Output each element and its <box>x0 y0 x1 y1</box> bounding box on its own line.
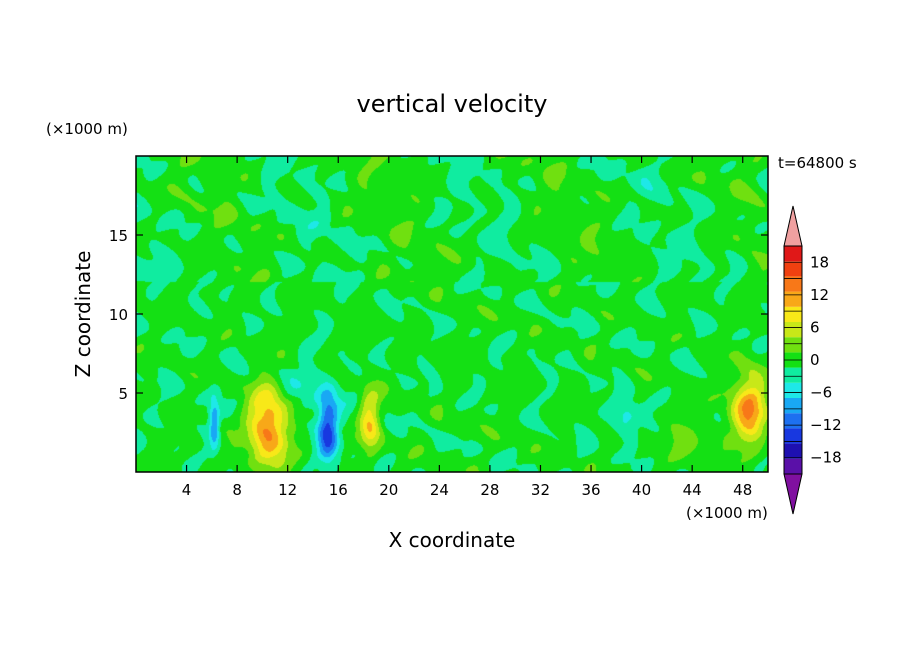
colorbar-segment <box>784 276 802 292</box>
x-axis-label: X coordinate <box>389 528 516 552</box>
colorbar-segment <box>784 337 802 353</box>
colorbar-segment <box>784 413 802 429</box>
colorbar-segment <box>784 261 802 277</box>
colorbar-tick-label: 0 <box>810 351 820 369</box>
colorbar-tick-label: −6 <box>810 384 832 402</box>
colorbar-under-arrow <box>783 473 803 515</box>
x-tick-label: 24 <box>430 481 449 499</box>
colorbar-segment <box>784 382 802 398</box>
x-tick-label: 44 <box>683 481 702 499</box>
y-tick-label: 5 <box>118 385 128 403</box>
colorbar-segment <box>784 398 802 414</box>
colorbar-segment <box>784 443 802 459</box>
velocity-field-image <box>136 156 768 472</box>
x-axis-unit: (×1000 m) <box>686 504 768 522</box>
colorbar-segment <box>784 246 802 262</box>
colorbar-over-arrow <box>783 205 803 247</box>
x-tick-label: 48 <box>733 481 752 499</box>
colorbar-segment <box>784 428 802 444</box>
y-tick-label: 10 <box>109 306 128 324</box>
x-tick-label: 8 <box>232 481 242 499</box>
chart-title: vertical velocity <box>357 90 548 118</box>
colorbar-segment <box>784 458 802 474</box>
x-tick-label: 16 <box>329 481 348 499</box>
x-tick-label: 12 <box>278 481 297 499</box>
colorbar-tick-label: 18 <box>810 253 829 271</box>
x-tick-label: 20 <box>379 481 398 499</box>
colorbar-segment <box>784 322 802 338</box>
colorbar: 18 12 6 0 −6 −12 −18 <box>783 205 842 515</box>
colorbar-tick-label: 12 <box>810 286 829 304</box>
colorbar-segment <box>784 367 802 383</box>
x-tick-label: 28 <box>480 481 499 499</box>
colorbar-segment <box>784 306 802 322</box>
y-axis-label: Z coordinate <box>71 251 95 378</box>
velocity-field <box>136 156 768 472</box>
y-axis-unit: (×1000 m) <box>46 120 128 138</box>
colorbar-tick-label: −12 <box>810 416 842 434</box>
colorbar-segment <box>784 291 802 307</box>
colorbar-tick-label: 6 <box>810 318 820 336</box>
colorbar-tick-label: −18 <box>810 449 842 467</box>
y-axis: 5 10 15 <box>109 227 768 403</box>
x-tick-label: 40 <box>632 481 651 499</box>
x-tick-label: 32 <box>531 481 550 499</box>
time-label: t=64800 s <box>778 154 857 172</box>
x-tick-label: 4 <box>182 481 192 499</box>
y-tick-label: 15 <box>109 227 128 245</box>
x-tick-label: 36 <box>581 481 600 499</box>
x-axis: 4 8 12 16 20 24 28 32 36 40 44 48 <box>182 156 752 499</box>
